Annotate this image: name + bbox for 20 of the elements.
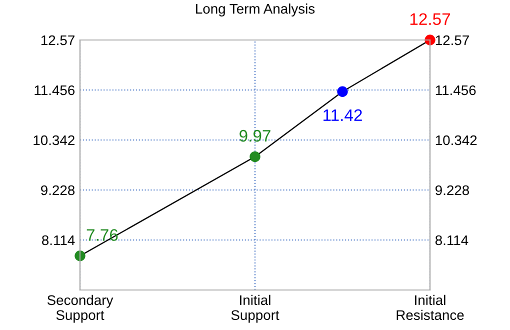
point [337, 86, 348, 97]
y-tick-label: 9.228 [41, 185, 75, 196]
data-label: 7.76 [86, 229, 118, 241]
y-tick-label: 12.57 [41, 35, 74, 46]
chart-title: Long Term Analysis [196, 4, 315, 16]
y2-tick-label: 10.342 [436, 135, 477, 146]
data-label: 9.97 [240, 130, 270, 142]
y2-tick-label: 9.228 [436, 185, 470, 196]
y2-tick-label: 12.57 [436, 35, 469, 46]
y-tick-label: 10.342 [34, 135, 74, 146]
y2-tick-label: 11.456 [436, 85, 476, 96]
data-label: 12.57 [410, 13, 450, 26]
y-tick-label: 11.456 [34, 85, 75, 96]
y2-tick-label: 8.114 [435, 235, 468, 246]
y-tick-label: 8.114 [42, 235, 75, 246]
x-tick-label: Initial Resistance [396, 294, 464, 320]
x-tick-label: Initial Support [231, 294, 280, 323]
point [250, 151, 260, 162]
data-label: 11.42 [324, 109, 362, 121]
x-tick-label: Secondary Support [47, 294, 114, 323]
